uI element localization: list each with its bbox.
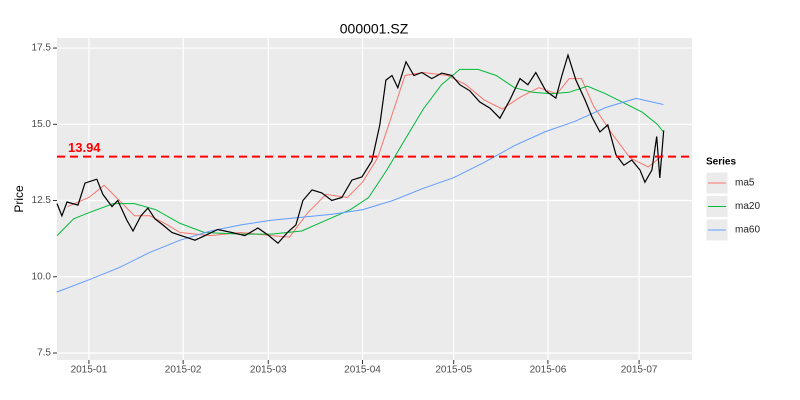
legend-label: ma20 xyxy=(735,201,760,212)
y-tick-label: 12.5 xyxy=(32,195,52,206)
y-tick-label: 17.5 xyxy=(32,43,52,54)
y-tick-label: 7.5 xyxy=(37,348,51,359)
x-tick-label: 2015-01 xyxy=(71,365,108,376)
y-tick-label: 15.0 xyxy=(32,119,52,130)
legend-label: ma5 xyxy=(735,178,755,189)
chart-title: 000001.SZ xyxy=(340,21,409,37)
x-tick-label: 2015-03 xyxy=(250,365,287,376)
x-tick-label: 2015-02 xyxy=(165,365,202,376)
y-tick-label: 10.0 xyxy=(32,271,52,282)
y-axis-label: Price xyxy=(12,185,26,213)
x-tick-label: 2015-07 xyxy=(621,365,658,376)
legend-title: Series xyxy=(706,157,736,168)
series-line xyxy=(56,53,665,245)
x-tick-label: 2015-06 xyxy=(530,365,567,376)
plot-panel xyxy=(57,38,692,360)
legend-label: ma60 xyxy=(735,225,760,236)
series-line xyxy=(56,97,664,293)
x-tick-label: 2015-04 xyxy=(344,365,381,376)
x-tick-label: 2015-05 xyxy=(435,365,472,376)
series-line xyxy=(56,68,664,236)
reference-label: 13.94 xyxy=(68,140,101,155)
